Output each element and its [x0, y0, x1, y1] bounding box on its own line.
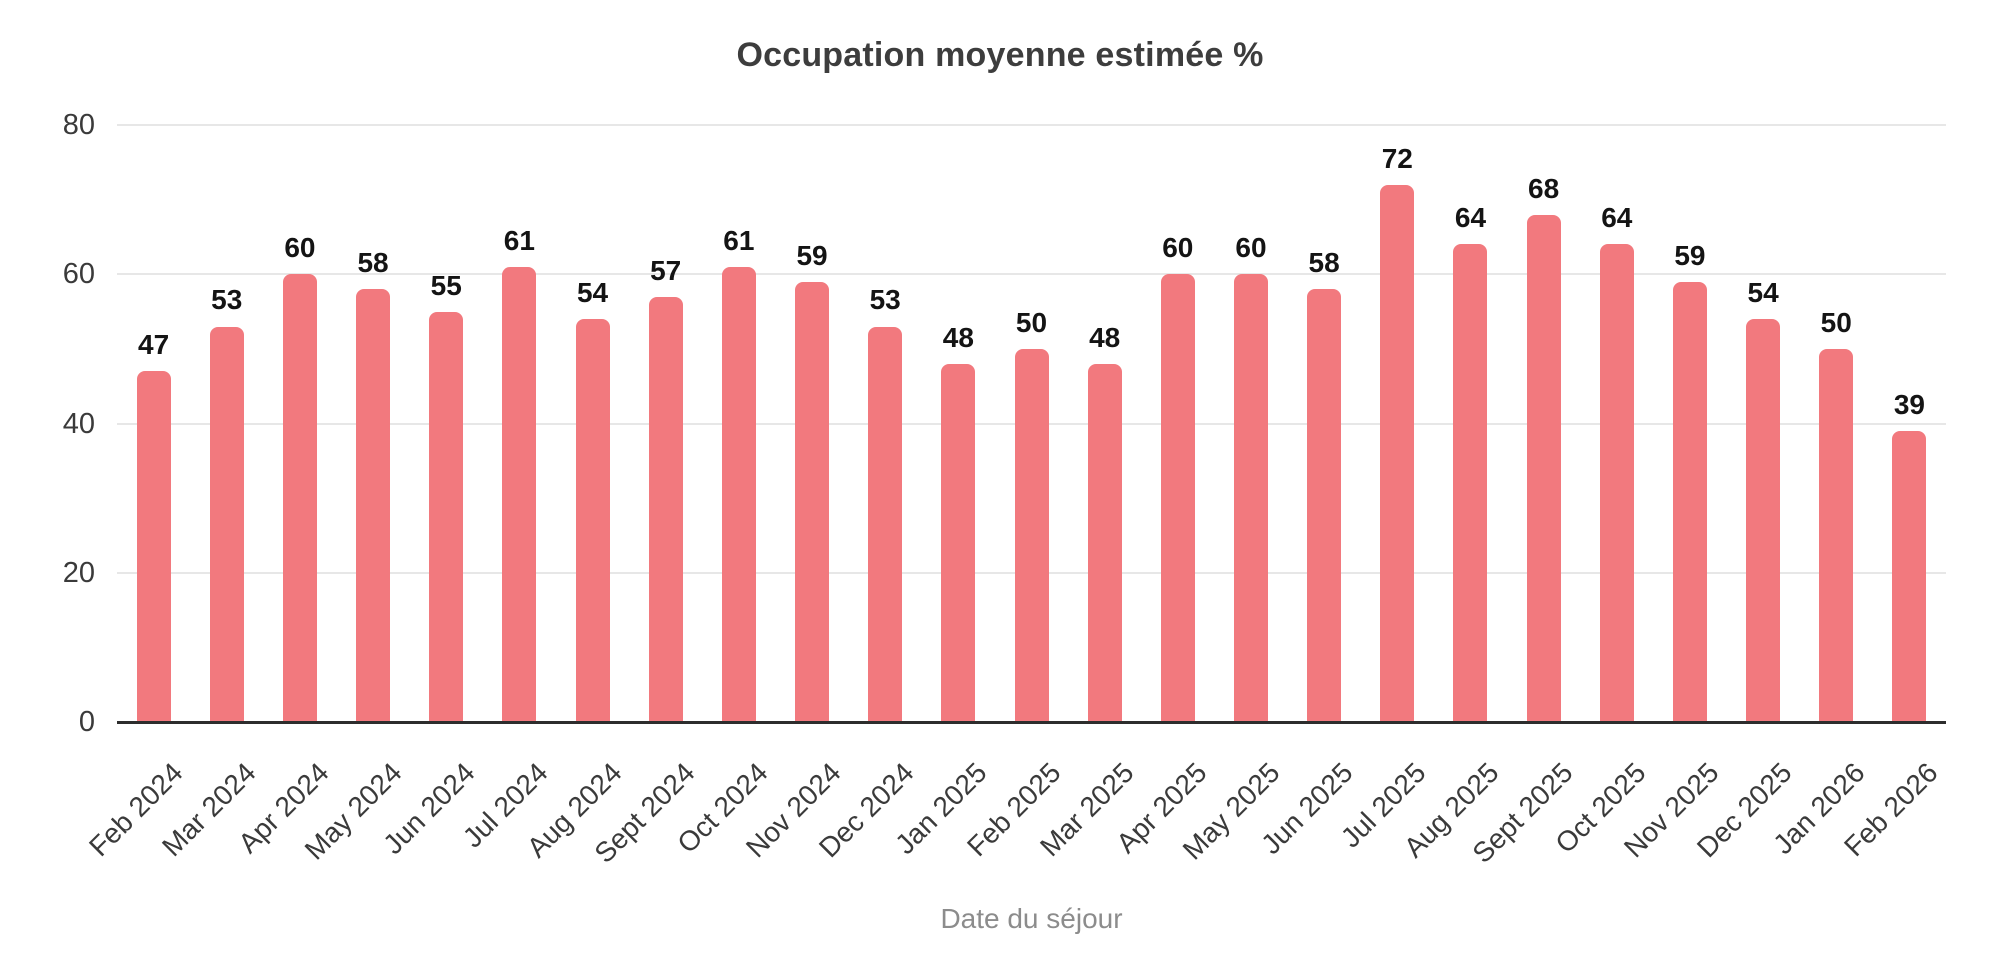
bar-nov-2025	[1672, 281, 1707, 722]
bar-value-label: 60	[1235, 232, 1267, 264]
bar-value-label: 58	[1308, 247, 1340, 279]
bar-may-2024	[356, 289, 391, 722]
bar-value-label: 48	[1089, 321, 1121, 353]
bar-value-label: 57	[650, 254, 682, 286]
bar-value-label: 58	[357, 247, 389, 279]
y-tick-label: 80	[62, 109, 95, 141]
bar-value-label: 60	[1162, 232, 1194, 264]
bar-value-label: 50	[1820, 306, 1852, 338]
x-axis-line	[117, 721, 1946, 724]
bar-value-label: 68	[1528, 172, 1560, 204]
bar-jun-2024	[429, 311, 464, 722]
bar-dec-2024	[868, 326, 903, 722]
bar-jul-2024	[502, 266, 537, 722]
bar-value-label: 61	[723, 224, 755, 256]
bar-value-label: 48	[942, 321, 974, 353]
bar-jan-2025	[941, 363, 976, 722]
bar-value-label: 55	[430, 269, 462, 301]
x-axis-title: Date du séjour	[940, 903, 1123, 934]
bar-feb-2025	[1014, 348, 1049, 722]
bar-value-label: 72	[1381, 142, 1413, 174]
bar-mar-2025	[1087, 363, 1122, 722]
bar-value-label: 53	[869, 284, 901, 316]
bar-may-2025	[1233, 274, 1268, 722]
bar-value-label: 50	[1015, 306, 1048, 338]
y-tick-label: 20	[62, 556, 95, 589]
gridline-y-60	[117, 273, 1946, 276]
bar-apr-2024	[282, 274, 317, 722]
bar-oct-2025	[1599, 244, 1634, 722]
y-tick-label: 0	[78, 706, 95, 738]
bar-value-label: 47	[138, 329, 170, 361]
bar-value-label: 53	[211, 284, 243, 316]
bar-jun-2025	[1307, 289, 1342, 722]
bar-nov-2024	[795, 281, 830, 722]
bar-feb-2024	[136, 371, 171, 722]
bar-jul-2025	[1380, 184, 1415, 722]
chart-title: Occupation moyenne estimée %	[736, 36, 1264, 74]
bar-mar-2024	[209, 326, 244, 722]
bar-oct-2024	[721, 266, 756, 722]
bar-apr-2025	[1160, 274, 1195, 722]
bar-value-label: 64	[1454, 202, 1487, 234]
y-tick-label: 40	[62, 407, 95, 440]
bar-aug-2025	[1453, 244, 1488, 722]
bar-feb-2026	[1892, 430, 1927, 722]
y-tick-label: 60	[62, 258, 95, 291]
bar-value-label: 60	[284, 232, 316, 264]
bar-value-label: 61	[503, 224, 535, 256]
bar-value-label: 64	[1601, 202, 1633, 234]
bar-value-label: 59	[796, 239, 828, 271]
bar-value-label: 54	[1747, 277, 1779, 309]
bar-dec-2025	[1746, 319, 1781, 722]
bar-value-label: 59	[1674, 239, 1706, 271]
bar-aug-2024	[575, 319, 610, 722]
bar-sept-2024	[648, 296, 683, 722]
bar-value-label: 39	[1893, 388, 1925, 420]
bar-jan-2026	[1819, 348, 1854, 722]
bar-sept-2025	[1526, 214, 1561, 722]
gridline-y-80	[117, 124, 1946, 126]
plot-area: 47 53 60 58 55 61 54 57 61 59 53 48 50 48 60 60 58 72 64 68…	[117, 124, 1946, 722]
bar-value-label: 54	[576, 277, 609, 309]
